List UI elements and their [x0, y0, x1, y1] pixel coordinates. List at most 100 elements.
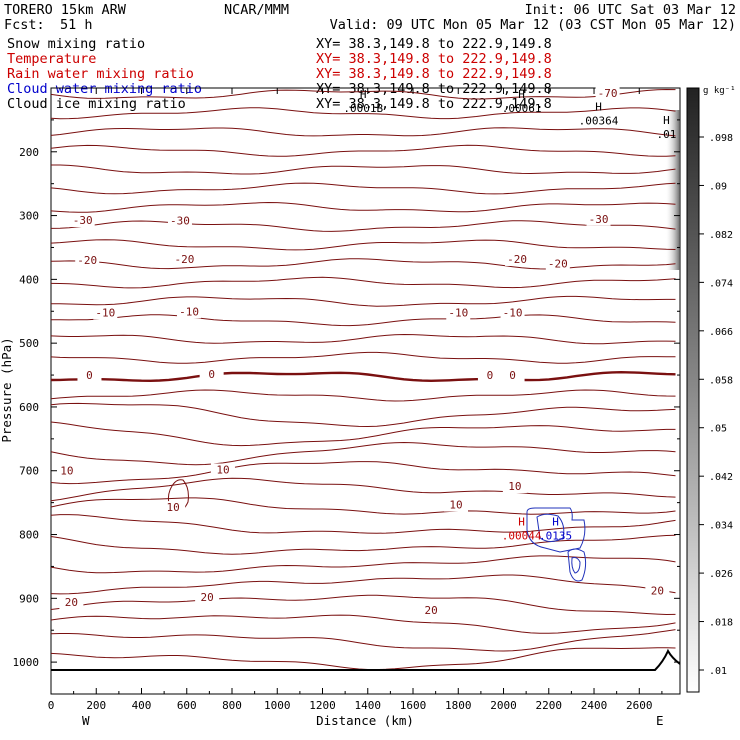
colorbar-ticks: .098 .09 .082 .074 .066 .058 .05 .042 .034 .026 .0… — [699, 133, 733, 677]
y-tick-label: 200 — [19, 146, 39, 159]
extremum-mark: H — [518, 88, 525, 101]
isotherm — [50, 258, 676, 270]
extremum-value: .00364 — [579, 114, 619, 127]
field-xy: XY= 38.3,149.8 to 222.9,149.8 — [316, 51, 552, 67]
colorbar-tick-label: .01 — [709, 666, 727, 677]
contour-label-bg — [70, 214, 95, 228]
x-tick-label: 200 — [86, 699, 106, 712]
valid-time: Valid: 09 UTC Mon 05 Mar 12 (03 CST Mon … — [330, 17, 736, 33]
contour-label: 10 — [60, 465, 73, 478]
isotherm — [50, 477, 676, 502]
x-tick-label: 1600 — [400, 699, 427, 712]
y-tick-label: 600 — [19, 401, 39, 414]
terrain-line — [51, 648, 681, 671]
x-tick-label: 800 — [222, 699, 242, 712]
isotherm — [50, 461, 676, 485]
contour-label-bg — [444, 498, 469, 512]
colorbar-tick-label: .042 — [709, 472, 733, 483]
contour-label-bg — [645, 584, 670, 598]
colorbar-tick-label: .034 — [709, 521, 733, 532]
isotherm — [50, 421, 676, 447]
colorbar-tick-label: .026 — [709, 569, 733, 580]
isotherm — [50, 127, 676, 137]
isotherm — [50, 534, 676, 555]
extremum-mark: H — [595, 100, 602, 113]
x-tick-label: 1400 — [355, 699, 382, 712]
isotherm — [50, 647, 676, 671]
isotherm — [50, 239, 676, 251]
contour-label: -20 — [77, 254, 97, 267]
isotherm — [50, 402, 676, 428]
plot-frame — [50, 87, 681, 695]
x-tick-label: 1800 — [445, 699, 472, 712]
y-tick-label: 300 — [19, 210, 39, 223]
contour-label: -20 — [548, 257, 568, 270]
extremum-value: .0135 — [539, 530, 572, 543]
isotherm — [51, 164, 676, 175]
contour-label-bg — [500, 369, 525, 383]
contour-label-bg — [75, 254, 100, 268]
field-name: Temperature — [7, 51, 96, 67]
field-legend: Snow mixing ratio XY= 38.3,149.8 to 222.… — [7, 36, 552, 112]
contour-label: 0 — [208, 368, 215, 381]
contour-label-bg — [586, 212, 611, 226]
y-tick-label: 1000 — [13, 656, 40, 669]
extremum-mark: H — [552, 516, 559, 529]
contour-label: -20 — [507, 253, 527, 266]
extremum-value: .00061 — [502, 102, 542, 115]
isotherm — [50, 201, 676, 213]
field-xy: XY= 38.3,149.8 to 222.9,149.8 — [316, 36, 552, 52]
contour-label: 10 — [508, 480, 521, 493]
isotherm — [50, 144, 676, 157]
colorbar-tick-label: .09 — [709, 181, 727, 192]
contour-label-bg — [93, 306, 118, 320]
contour-label-bg — [545, 257, 570, 271]
contour-label: -30 — [170, 215, 190, 228]
isotherm — [50, 107, 676, 120]
field-name: Cloud ice mixing ratio — [7, 96, 186, 112]
x-axis-label: Distance (km) — [316, 713, 414, 728]
east-label: E — [656, 713, 664, 728]
header: TORERO 15km ARW NCAR/MMM Init: 06 UTC Sa… — [4, 2, 736, 33]
contour-label: -70 — [598, 87, 618, 100]
contour-label-bg — [54, 464, 79, 478]
x-axis: 0 200 400 600 800 1000 1200 1400 1600 1800 2000 220… — [48, 88, 663, 712]
model-title: TORERO 15km ARW — [4, 2, 127, 18]
y-tick-label: 900 — [19, 592, 39, 605]
contour-label-bg — [199, 367, 224, 381]
isotherm — [50, 514, 676, 534]
field-name: Cloud water mixing ratio — [7, 81, 202, 97]
contour-label: 20 — [651, 585, 664, 598]
x-tick-label: 2000 — [490, 699, 517, 712]
y-tick-label: 700 — [19, 465, 39, 478]
isotherm — [50, 441, 676, 466]
contour-label: 20 — [65, 596, 78, 609]
x-tick-label: 0 — [48, 699, 55, 712]
isotherm — [50, 389, 676, 402]
isotherm — [50, 351, 676, 364]
isotherm — [51, 314, 676, 327]
contour-label-bg — [500, 306, 525, 320]
field-name: Rain water mixing ratio — [7, 66, 194, 82]
contour-label: 10 — [216, 463, 229, 476]
x-tick-label: 600 — [177, 699, 197, 712]
contour-label-bg — [77, 369, 102, 383]
contour-label-bg — [177, 305, 202, 319]
contour-label-bg — [502, 480, 527, 494]
temperature-contours — [50, 88, 676, 671]
y-axis-label: Pressure (hPa) — [0, 337, 14, 442]
x-tick-label: 400 — [132, 699, 152, 712]
extremum-value: .01 — [656, 128, 676, 141]
colorbar-tick-label: .082 — [709, 230, 733, 241]
colorbar-tick-label: .018 — [709, 618, 733, 629]
isotherm — [50, 276, 676, 289]
contour-label-bg — [477, 369, 502, 383]
y-tick-label: 400 — [19, 273, 39, 286]
x-tick-label: 1200 — [309, 699, 336, 712]
isotherm-zero — [50, 370, 676, 383]
contour-label: -20 — [175, 253, 195, 266]
isotherm — [50, 555, 676, 574]
colorbar-tick-label: .066 — [709, 327, 733, 338]
